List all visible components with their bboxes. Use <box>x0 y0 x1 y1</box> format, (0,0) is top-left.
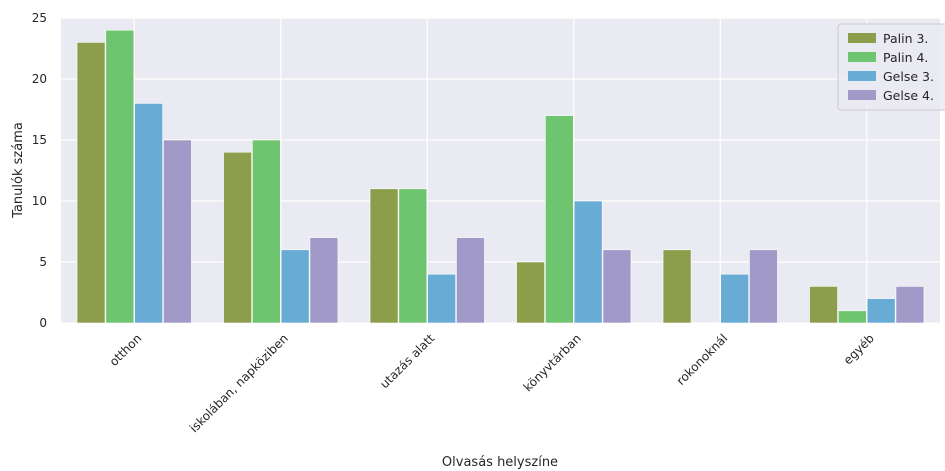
bars <box>76 29 925 324</box>
x-tick-label: rokonoknál <box>674 331 731 388</box>
x-tick-label: otthon <box>107 331 145 369</box>
x-tick-label: könyvtárban <box>521 331 584 394</box>
y-tick-label: 20 <box>32 72 47 86</box>
bar <box>309 237 339 324</box>
plot-background <box>61 18 940 323</box>
bar <box>163 139 192 324</box>
legend-label: Palin 4. <box>883 50 928 65</box>
bar <box>838 310 867 324</box>
bar <box>866 298 896 324</box>
bar <box>602 249 632 324</box>
bar <box>398 188 428 324</box>
y-tick-label: 10 <box>32 194 47 208</box>
legend-swatch <box>848 52 876 62</box>
bar <box>134 103 163 324</box>
bar <box>105 29 135 324</box>
legend-swatch <box>848 71 876 81</box>
y-tick-labels: 0 5 10 15 20 25 <box>32 11 47 330</box>
bar <box>516 261 545 324</box>
y-tick-label: 25 <box>32 11 47 25</box>
bar <box>662 249 692 324</box>
bar <box>76 42 106 324</box>
x-tick-label: egyéb <box>841 331 877 367</box>
y-tick-label: 5 <box>39 255 47 269</box>
legend-swatch <box>848 90 876 100</box>
bar <box>280 249 310 324</box>
bar <box>749 249 778 324</box>
bar <box>369 188 399 324</box>
x-tick-labels: otthon iskolában, napköziben utazás alatt k… <box>107 331 877 435</box>
x-tick-label: utazás alatt <box>377 331 437 391</box>
y-tick-label: 0 <box>39 316 47 330</box>
bar <box>223 151 252 324</box>
legend: Palin 3. Palin 4. Gelse 3. Gelse 4. <box>837 23 945 111</box>
x-axis-label: Olvasás helyszíne <box>442 455 558 470</box>
legend-swatch <box>848 33 876 43</box>
legend-label: Gelse 4. <box>883 88 934 103</box>
bar <box>427 273 456 324</box>
bar <box>573 200 603 324</box>
bar <box>720 273 749 324</box>
y-axis-label: Tanulók száma <box>11 122 26 219</box>
bar <box>252 139 281 324</box>
legend-frame <box>837 23 945 111</box>
x-tick-label: iskolában, napköziben <box>187 331 291 435</box>
bar <box>895 286 925 324</box>
bar <box>545 115 574 324</box>
bar <box>809 286 838 324</box>
legend-label: Gelse 3. <box>883 69 934 84</box>
legend-label: Palin 3. <box>883 31 928 46</box>
y-tick-label: 15 <box>32 133 47 147</box>
bar <box>456 237 485 324</box>
